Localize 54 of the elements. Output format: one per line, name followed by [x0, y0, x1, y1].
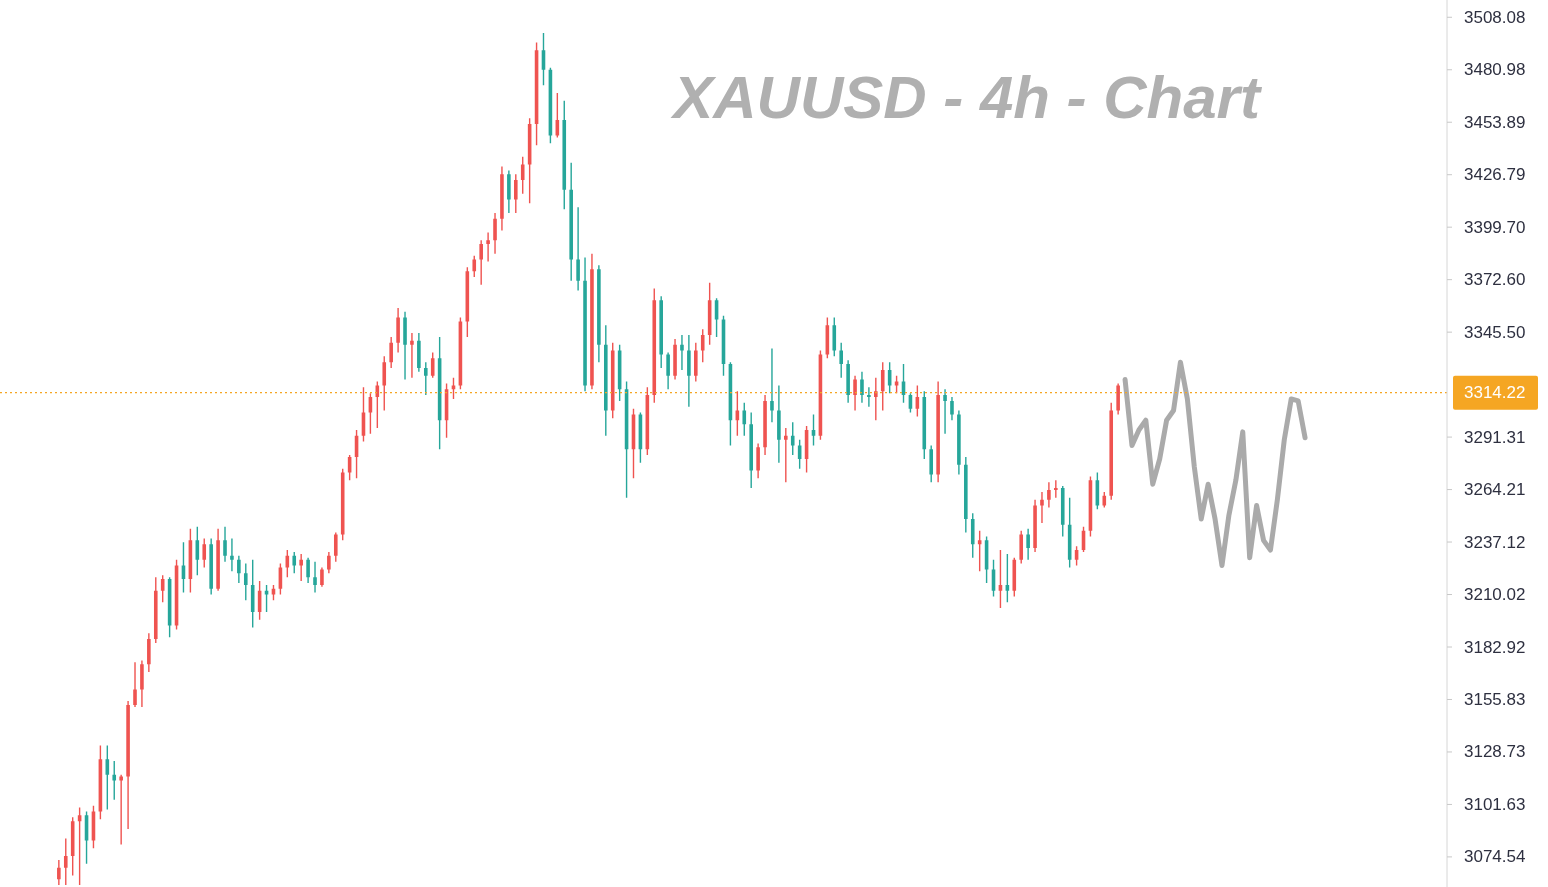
- y-tick-label: 3453.89: [1464, 112, 1526, 132]
- y-tick-label: 3372.60: [1464, 270, 1526, 290]
- y-tick-label: 3426.79: [1464, 165, 1526, 185]
- candlestick: [133, 662, 137, 707]
- y-tick-label: 3210.02: [1464, 585, 1526, 605]
- candlestick: [119, 774, 123, 845]
- candlestick: [874, 377, 878, 421]
- candlestick: [1040, 491, 1044, 523]
- candlestick: [57, 859, 61, 886]
- y-tick-label: 3291.31: [1464, 427, 1526, 447]
- y-tick-label: 3182.92: [1464, 637, 1526, 657]
- candlestick: [223, 526, 227, 562]
- candlestick: [1047, 482, 1051, 508]
- y-tick-label: 3480.98: [1464, 60, 1526, 80]
- candlestick: [410, 333, 414, 378]
- candlestick: [943, 389, 947, 434]
- candlestick: [126, 701, 130, 829]
- candlestick: [230, 538, 234, 572]
- candlestick: [299, 553, 303, 581]
- candlestick: [1054, 480, 1058, 498]
- candlestick: [576, 207, 580, 291]
- candlestick: [853, 375, 857, 411]
- y-tick-label: 3128.73: [1464, 742, 1526, 762]
- y-tick-label: 3399.70: [1464, 217, 1526, 237]
- candlestick: [867, 387, 871, 407]
- candlestick: [1026, 528, 1030, 560]
- candlestick: [770, 348, 774, 423]
- candlestick: [839, 342, 843, 378]
- candlestick: [507, 170, 511, 214]
- y-tick-label: 3264.21: [1464, 480, 1526, 500]
- candlestick: [784, 428, 788, 483]
- y-tick-label: 3074.54: [1464, 847, 1526, 867]
- y-tick-label: 3237.12: [1464, 532, 1526, 552]
- y-tick-label: 3155.83: [1464, 689, 1526, 709]
- candlestick: [860, 371, 864, 403]
- candlestick: [569, 162, 573, 281]
- candlestick: [479, 240, 483, 285]
- candlestick: [687, 335, 691, 407]
- y-tick-label: 3345.50: [1464, 322, 1526, 342]
- candlestick: [777, 385, 781, 463]
- ref-line-label: 3314.22: [1464, 383, 1526, 403]
- candlestick: [486, 232, 490, 262]
- candlestick: [313, 561, 317, 593]
- candlestick: [237, 555, 241, 583]
- candlestick: [396, 307, 400, 353]
- candlestick: [493, 213, 497, 254]
- candlestick: [403, 311, 407, 380]
- y-tick-label: 3101.63: [1464, 794, 1526, 814]
- candlestick: [604, 325, 608, 436]
- y-tick-label: 3508.08: [1464, 7, 1526, 27]
- candlestick: [140, 660, 144, 707]
- candlestick: [666, 352, 670, 390]
- text: XAUUSD - 4h - Chart: [670, 64, 1263, 131]
- candlestick: [680, 335, 684, 370]
